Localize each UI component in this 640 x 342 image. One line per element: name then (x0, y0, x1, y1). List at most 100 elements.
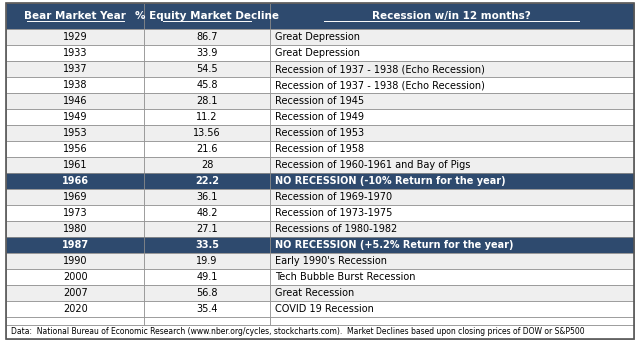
Bar (145, 77, 270, 93)
Bar (270, 157, 634, 173)
Bar (6, 237, 145, 253)
Text: Recession of 1937 - 1938 (Echo Recession): Recession of 1937 - 1938 (Echo Recession… (275, 80, 484, 90)
Bar (145, 125, 270, 141)
Bar (270, 61, 634, 77)
Text: Early 1990's Recession: Early 1990's Recession (275, 256, 387, 266)
Text: Recession of 1949: Recession of 1949 (275, 112, 364, 122)
Text: 22.2: 22.2 (195, 176, 219, 186)
Text: 11.2: 11.2 (196, 112, 218, 122)
Bar (145, 221, 270, 237)
Text: 54.5: 54.5 (196, 64, 218, 74)
Bar (145, 109, 270, 125)
Text: 2020: 2020 (63, 304, 88, 314)
Text: Recessions of 1980-1982: Recessions of 1980-1982 (275, 224, 397, 234)
Text: 36.1: 36.1 (196, 192, 218, 202)
Bar (270, 205, 634, 221)
Bar (145, 237, 270, 253)
Bar (270, 189, 634, 205)
Bar (145, 317, 270, 325)
Text: Recession of 1960-1961 and Bay of Pigs: Recession of 1960-1961 and Bay of Pigs (275, 160, 470, 170)
Bar (6, 301, 145, 317)
Bar (270, 285, 634, 301)
Text: 45.8: 45.8 (196, 80, 218, 90)
Bar (6, 125, 145, 141)
Bar (145, 61, 270, 77)
Text: 33.5: 33.5 (195, 240, 219, 250)
Bar (270, 3, 634, 29)
Bar (145, 205, 270, 221)
Text: 13.56: 13.56 (193, 128, 221, 138)
Bar (270, 237, 634, 253)
Text: 1953: 1953 (63, 128, 88, 138)
Bar (6, 141, 145, 157)
Text: 1949: 1949 (63, 112, 88, 122)
Bar (145, 93, 270, 109)
Bar (270, 173, 634, 189)
Bar (6, 173, 145, 189)
Bar (270, 253, 634, 269)
Bar (270, 77, 634, 93)
Text: 49.1: 49.1 (196, 272, 218, 282)
Text: Recession w/in 12 months?: Recession w/in 12 months? (372, 11, 531, 21)
Bar (145, 285, 270, 301)
Bar (6, 29, 145, 45)
Text: 1937: 1937 (63, 64, 88, 74)
Text: Great Recession: Great Recession (275, 288, 354, 298)
Text: NO RECESSION (-10% Return for the year): NO RECESSION (-10% Return for the year) (275, 176, 506, 186)
Bar (6, 205, 145, 221)
Text: Recession of 1945: Recession of 1945 (275, 96, 364, 106)
Bar (145, 301, 270, 317)
Text: Tech Bubble Burst Recession: Tech Bubble Burst Recession (275, 272, 415, 282)
Text: Great Depression: Great Depression (275, 48, 360, 58)
Bar (145, 3, 270, 29)
Text: 1956: 1956 (63, 144, 88, 154)
Bar (6, 61, 145, 77)
Text: Bear Market Year: Bear Market Year (24, 11, 126, 21)
Bar (6, 109, 145, 125)
Bar (145, 141, 270, 157)
Bar (6, 93, 145, 109)
Text: 1929: 1929 (63, 32, 88, 42)
Bar (145, 45, 270, 61)
Bar (270, 269, 634, 285)
Bar (270, 93, 634, 109)
Bar (6, 45, 145, 61)
Bar (270, 29, 634, 45)
Text: Recession of 1973-1975: Recession of 1973-1975 (275, 208, 392, 218)
Text: 1973: 1973 (63, 208, 88, 218)
Text: 2000: 2000 (63, 272, 88, 282)
Bar (6, 317, 145, 325)
Text: 1969: 1969 (63, 192, 88, 202)
Text: NO RECESSION (+5.2% Return for the year): NO RECESSION (+5.2% Return for the year) (275, 240, 513, 250)
Bar (145, 189, 270, 205)
Bar (6, 3, 145, 29)
Text: 1961: 1961 (63, 160, 88, 170)
Text: Great Depression: Great Depression (275, 32, 360, 42)
Text: 1933: 1933 (63, 48, 88, 58)
Bar (6, 253, 145, 269)
Bar (145, 157, 270, 173)
Text: 19.9: 19.9 (196, 256, 218, 266)
Text: 56.8: 56.8 (196, 288, 218, 298)
Text: 28: 28 (201, 160, 213, 170)
Bar (6, 77, 145, 93)
Text: 86.7: 86.7 (196, 32, 218, 42)
Bar (270, 221, 634, 237)
Bar (270, 109, 634, 125)
Bar (145, 253, 270, 269)
Text: 27.1: 27.1 (196, 224, 218, 234)
Text: % Equity Market Decline: % Equity Market Decline (135, 11, 279, 21)
Bar (6, 221, 145, 237)
Text: 1946: 1946 (63, 96, 88, 106)
Text: 1990: 1990 (63, 256, 88, 266)
Text: 21.6: 21.6 (196, 144, 218, 154)
Bar (270, 45, 634, 61)
Bar (270, 141, 634, 157)
Text: 35.4: 35.4 (196, 304, 218, 314)
Bar (6, 285, 145, 301)
Text: COVID 19 Recession: COVID 19 Recession (275, 304, 374, 314)
Text: 1980: 1980 (63, 224, 88, 234)
Bar (6, 157, 145, 173)
Bar (145, 29, 270, 45)
Text: 1987: 1987 (62, 240, 89, 250)
